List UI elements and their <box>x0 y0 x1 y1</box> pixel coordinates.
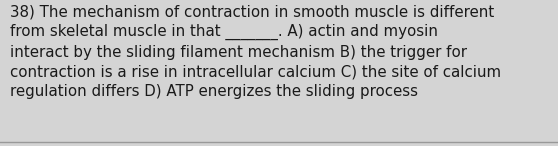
Text: 38) The mechanism of contraction in smooth muscle is different
from skeletal mus: 38) The mechanism of contraction in smoo… <box>10 4 501 99</box>
